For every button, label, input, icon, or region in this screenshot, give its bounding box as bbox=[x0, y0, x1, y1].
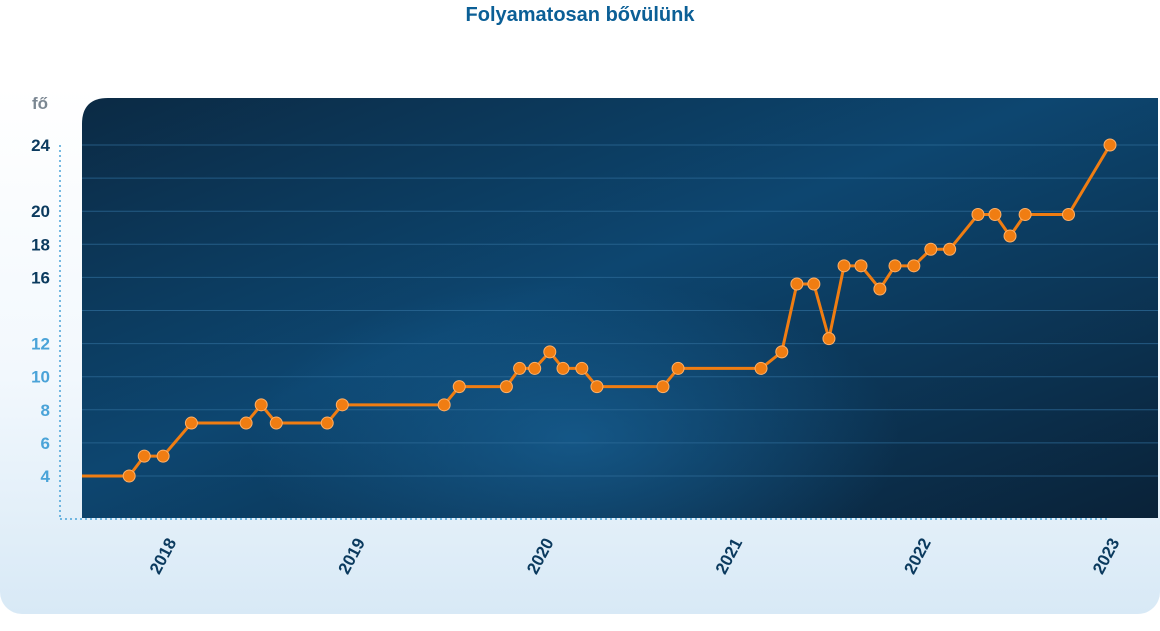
x-tick-label: 2021 bbox=[712, 535, 747, 577]
x-tick-label: 2019 bbox=[335, 535, 370, 577]
x-axis-ticks: 2018 2019 2020 2021 2022 2023 bbox=[146, 535, 1124, 577]
data-point bbox=[924, 242, 938, 256]
data-point bbox=[513, 361, 527, 375]
plot-area-glow bbox=[250, 200, 900, 518]
data-point bbox=[971, 208, 985, 222]
data-point bbox=[320, 416, 334, 430]
data-point bbox=[543, 345, 557, 359]
data-point bbox=[156, 449, 170, 463]
series-line bbox=[82, 138, 1117, 483]
data-point bbox=[254, 398, 268, 412]
data-point bbox=[437, 398, 451, 412]
data-point bbox=[1062, 208, 1076, 222]
y-tick-label: 4 bbox=[41, 467, 51, 486]
data-point bbox=[943, 242, 957, 256]
y-tick-label: 18 bbox=[31, 235, 50, 254]
y-tick-label: 6 bbox=[41, 434, 50, 453]
data-point bbox=[671, 361, 685, 375]
data-point bbox=[575, 361, 589, 375]
data-point bbox=[1018, 208, 1032, 222]
data-point bbox=[184, 416, 198, 430]
data-point bbox=[556, 361, 570, 375]
data-point bbox=[656, 380, 670, 394]
data-point bbox=[1103, 138, 1117, 152]
data-point bbox=[754, 361, 768, 375]
y-axis-ticks: 4 6 8 10 12 16 18 20 24 bbox=[31, 136, 50, 486]
data-point bbox=[528, 361, 542, 375]
y-tick-label: 24 bbox=[31, 136, 50, 155]
data-point bbox=[269, 416, 283, 430]
data-point bbox=[239, 416, 253, 430]
data-point bbox=[1003, 229, 1017, 243]
data-point bbox=[888, 259, 902, 273]
x-tick-label: 2023 bbox=[1089, 535, 1124, 577]
data-point bbox=[907, 259, 921, 273]
data-point bbox=[775, 345, 789, 359]
data-point bbox=[790, 277, 804, 291]
x-tick-label: 2020 bbox=[523, 535, 558, 577]
data-point bbox=[837, 259, 851, 273]
data-point bbox=[988, 208, 1002, 222]
data-point bbox=[137, 449, 151, 463]
data-point bbox=[854, 259, 868, 273]
data-point bbox=[122, 469, 136, 483]
y-axis-unit-label: fő bbox=[32, 94, 49, 113]
y-tick-label: 16 bbox=[31, 268, 50, 287]
data-point bbox=[822, 332, 836, 346]
chart-title: Folyamatosan bővülünk bbox=[465, 4, 695, 26]
y-tick-label: 10 bbox=[31, 368, 50, 387]
data-point bbox=[873, 282, 887, 296]
x-tick-label: 2022 bbox=[900, 535, 935, 577]
y-tick-label: 12 bbox=[31, 335, 50, 354]
y-tick-label: 20 bbox=[31, 202, 50, 221]
data-point bbox=[590, 380, 604, 394]
x-tick-label: 2018 bbox=[146, 535, 181, 577]
y-tick-label: 8 bbox=[41, 401, 50, 420]
data-point bbox=[452, 380, 466, 394]
data-point bbox=[499, 380, 513, 394]
data-point bbox=[335, 398, 349, 412]
data-point bbox=[807, 277, 821, 291]
